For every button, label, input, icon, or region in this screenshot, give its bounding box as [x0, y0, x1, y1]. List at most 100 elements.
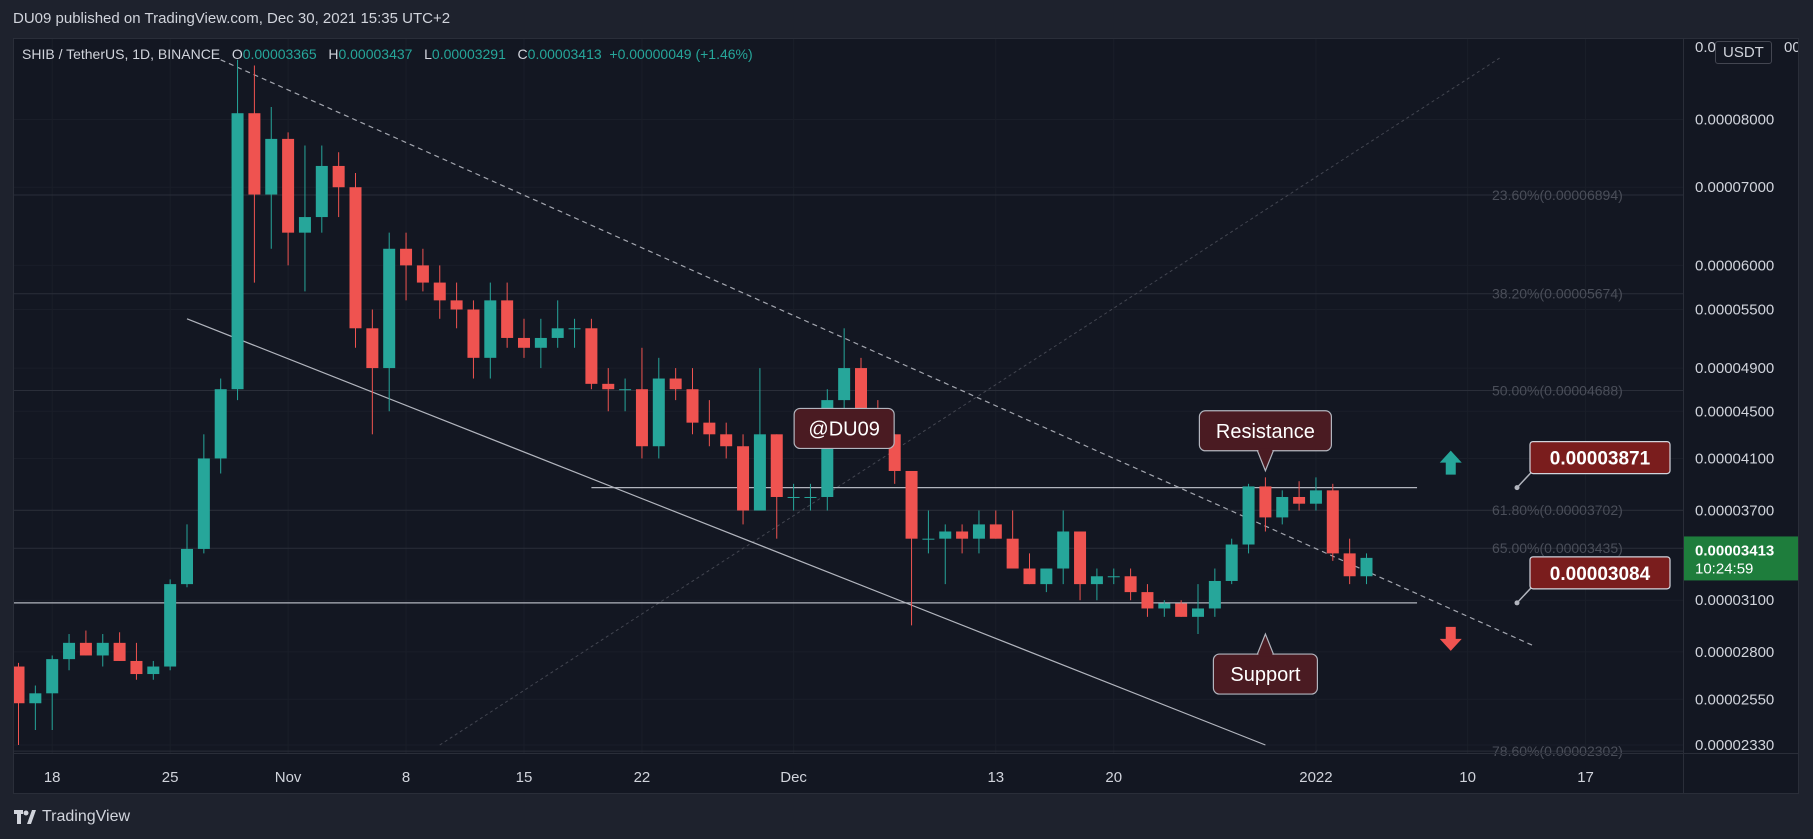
chart-frame[interactable]: 23.60%(0.00006894) 38.20%(0.00005674) 50.0…	[13, 38, 1799, 794]
y-tick-label: 0.00005500	[1695, 302, 1774, 319]
candle-body	[1074, 531, 1087, 585]
candle-body	[1158, 603, 1171, 609]
candle-body	[518, 337, 530, 348]
y-tick-label: 0.00008000	[1695, 112, 1774, 129]
candle-body	[1192, 608, 1204, 617]
candle-body	[1276, 496, 1289, 518]
open-value: 0.00003365	[242, 46, 317, 62]
candle	[821, 389, 834, 511]
candle-body	[905, 470, 918, 539]
candles	[14, 59, 1373, 745]
price-label[interactable]: 0.00003084	[1514, 556, 1671, 606]
annotations[interactable]: @DU09 Resistance Support 0.00003871 0.000030…	[793, 407, 1671, 695]
candle-body	[501, 300, 514, 338]
price-label-leader	[1516, 471, 1533, 489]
candle	[1259, 477, 1272, 532]
candle	[635, 347, 648, 459]
candle-body	[534, 337, 547, 348]
price-label-dot	[1514, 485, 1520, 491]
time-axis[interactable]: 18 25 Nov 8 15 22 Dec 13 20 2022 10 17	[44, 769, 1594, 786]
candle	[130, 642, 143, 680]
candle-body	[855, 368, 867, 412]
candle-body	[197, 458, 210, 549]
candle	[989, 510, 1002, 539]
candle	[1309, 477, 1322, 511]
candle-body	[568, 328, 581, 330]
y-tick-label: 0.00006000	[1695, 257, 1774, 274]
candle-body	[298, 217, 311, 233]
tradingview-logo[interactable]: TradingView	[14, 808, 130, 826]
candle	[720, 422, 733, 459]
currency-button[interactable]: USDT	[1715, 41, 1772, 64]
y-tick-label: 0.00003700	[1695, 503, 1774, 520]
price-axis[interactable]: 0.00008000 0.00007000 0.00006000 0.00005500…	[1684, 39, 1799, 754]
candle	[1208, 568, 1221, 617]
price-label[interactable]: 0.00003871	[1514, 440, 1671, 491]
candle-body	[1326, 490, 1339, 554]
price-label-box	[1529, 440, 1671, 475]
candle-body	[433, 282, 446, 301]
candle-body	[383, 248, 396, 369]
fib-level-label: 50.00%(0.00004688)	[1492, 383, 1623, 399]
candle	[298, 145, 311, 292]
fib-level-label: 23.60%(0.00006894)	[1492, 187, 1623, 203]
candle	[29, 685, 42, 730]
candle-body	[130, 660, 143, 675]
candle	[804, 483, 817, 511]
y-tick-label-top-suffix: 00	[1784, 39, 1799, 56]
candle	[315, 145, 328, 233]
candle-body	[1040, 568, 1053, 585]
price-label-leader	[1516, 586, 1533, 604]
publisher-line: DU09 published on TradingView.com, Dec 3…	[13, 10, 451, 27]
candle	[770, 434, 783, 539]
candle-body	[1225, 544, 1238, 581]
top-bar: DU09 published on TradingView.com, Dec 3…	[0, 0, 1813, 38]
fib-retracement[interactable]: 23.60%(0.00006894) 38.20%(0.00005674) 50.0…	[14, 56, 1683, 759]
close-value: 0.00003413	[527, 46, 602, 62]
callout-resistance[interactable]: Resistance	[1198, 410, 1333, 473]
candle-body	[1242, 486, 1255, 545]
upper-trendline[interactable]	[220, 59, 1536, 647]
callout-support[interactable]: Support	[1212, 632, 1319, 695]
candle-body	[79, 642, 92, 656]
candle-body	[1293, 496, 1306, 504]
candle	[467, 300, 480, 379]
fib-level-label: 65.00%(0.00003435)	[1492, 540, 1623, 556]
y-tick-label: 0.00002550	[1695, 691, 1774, 708]
fib-level-label: 78.60%(0.00002302)	[1492, 743, 1623, 759]
fib-diagonal-line	[439, 56, 1502, 746]
last-price-countdown: 10:24:59	[1695, 560, 1753, 577]
candle-body	[1107, 576, 1120, 578]
candle-body	[147, 666, 160, 675]
candle-body	[787, 496, 800, 498]
candle	[922, 510, 935, 554]
candle	[737, 434, 750, 525]
bottom-bar	[0, 794, 1813, 839]
candle	[602, 368, 615, 412]
candle-body	[956, 531, 969, 539]
down-arrow-icon	[1439, 626, 1462, 651]
candle	[265, 106, 278, 249]
candle-body	[1023, 568, 1036, 585]
lower-trendline[interactable]	[186, 318, 1266, 746]
candle-body	[349, 187, 362, 329]
candle	[703, 400, 716, 447]
price-label-text: 0.00003084	[1550, 564, 1651, 585]
callout-du09[interactable]: @DU09	[793, 407, 895, 450]
candlestick-chart[interactable]: 23.60%(0.00006894) 38.20%(0.00005674) 50.0…	[14, 39, 1799, 794]
candle-body	[231, 113, 244, 390]
candle	[753, 368, 766, 511]
candle-body	[804, 496, 817, 498]
candle-body	[46, 659, 59, 694]
last-price-value: 0.00003413	[1695, 542, 1774, 559]
candle	[585, 318, 598, 390]
candle-body	[619, 389, 632, 391]
candle	[1074, 531, 1087, 601]
candle-body	[332, 165, 345, 188]
symbol-label: SHIB / TetherUS, 1D, BINANCE	[22, 46, 221, 62]
fib-level-label: 38.20%(0.00005674)	[1492, 286, 1623, 302]
candle	[905, 470, 918, 626]
trendlines[interactable]	[14, 59, 1536, 746]
high-key: H	[328, 46, 339, 62]
